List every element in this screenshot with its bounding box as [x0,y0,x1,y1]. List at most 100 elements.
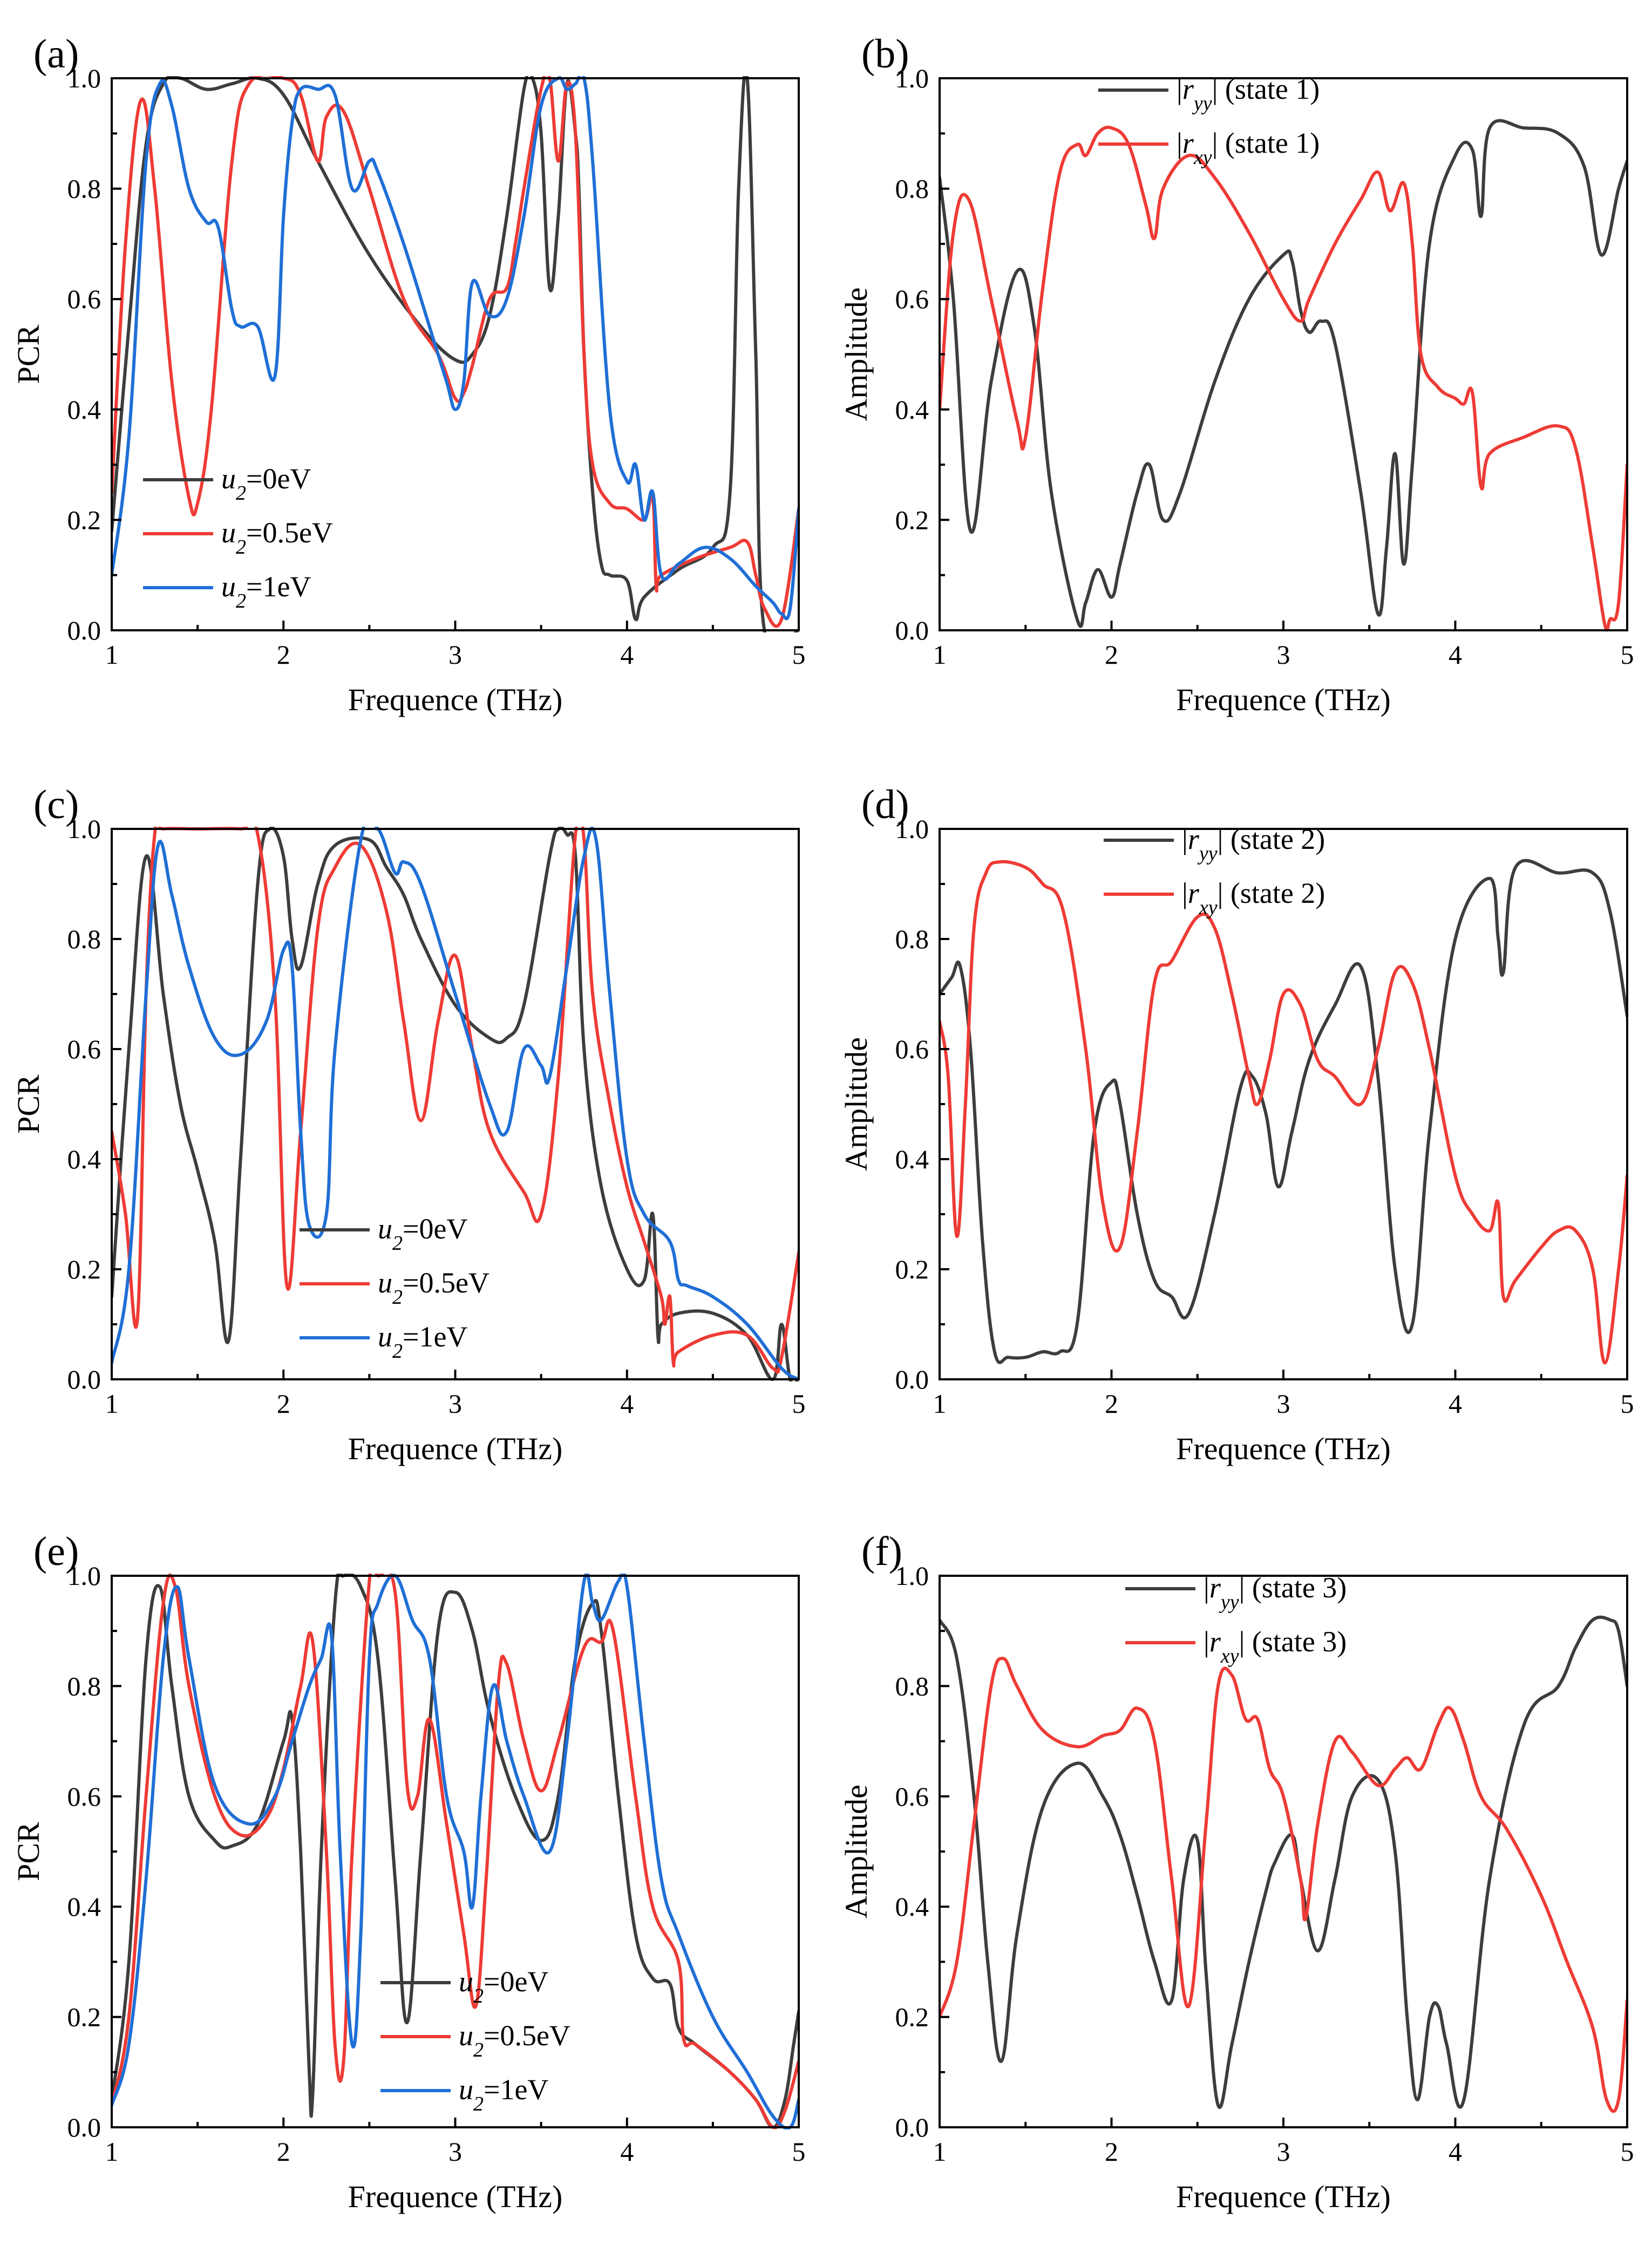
y-tick-label-c-1: 0.2 [67,1254,101,1284]
x-tick-label-d-0: 1 [933,1389,947,1419]
legend-f: |ryy| (state 3) |rxy| (state 3) [1125,1571,1347,1668]
series-line-d-1 [940,860,1627,1365]
x-tick-label-e-2: 3 [448,2136,462,2167]
y-axis-title-e: PCR [11,1822,46,1881]
legend-label-c-1: u2=0.5eV [378,1267,490,1309]
plot-frame-f [939,1575,1628,2128]
panel-label-a: (a) [33,31,79,77]
y-tick-label-a-3: 0.6 [67,284,101,314]
x-tick-label-b-4: 5 [1621,639,1634,670]
x-tick-label-f-1: 2 [1105,2136,1118,2167]
panel-c: 1 2 3 4 5 0.0 0.2 0.4 0.6 0.8 1.0 Frequence (THz) PC… [11,782,806,1466]
x-tick-label-c-1: 2 [277,1389,290,1419]
x-tick-label-a-4: 5 [792,639,806,670]
x-tick-label-c-3: 4 [620,1389,634,1419]
plot-frame-d [939,828,1628,1380]
x-tick-label-a-0: 1 [105,639,119,670]
x-axis-title-a: Frequence (THz) [348,682,563,717]
y-axis-title-a: PCR [11,324,46,384]
y-axis-title-d: Amplitude [839,1037,874,1171]
x-axis-title-c: Frequence (THz) [348,1431,563,1466]
y-tick-label-f-4: 0.8 [895,1671,929,1701]
legend-label-e-2: u2=1eV [459,2073,548,2115]
legend-label-a-1: u2=0.5eV [221,516,333,559]
x-tick-label-f-2: 3 [1277,2136,1290,2167]
y-tick-label-e-1: 0.2 [67,2002,101,2032]
y-tick-label-c-4: 0.8 [67,924,101,954]
legend-label-b-0: |ryy| (state 1) [1177,73,1320,115]
x-tick-label-e-3: 4 [620,2136,634,2167]
x-tick-label-d-4: 5 [1621,1389,1634,1419]
y-tick-label-b-3: 0.6 [895,284,929,314]
series-line-e-1 [112,1574,799,2129]
panel-e: 1 2 3 4 5 0.0 0.2 0.4 0.6 0.8 1.0 Frequence (THz) PC… [11,1529,806,2214]
y-tick-label-a-0: 0.0 [67,615,101,645]
legend-label-f-1: |rxy| (state 3) [1204,1625,1347,1668]
y-tick-label-c-2: 0.4 [67,1144,101,1174]
series-line-e-2 [112,1574,799,2129]
y-tick-label-e-3: 0.6 [67,1781,101,1812]
legend-label-a-0: u2=0eV [221,462,311,505]
legend-label-d-0: |ryy| (state 2) [1182,823,1325,865]
x-tick-label-b-0: 1 [933,639,947,670]
y-tick-label-f-1: 0.2 [895,2002,929,2032]
y-tick-label-a-1: 0.2 [67,505,101,535]
legend-label-a-2: u2=1eV [221,570,311,612]
x-tick-label-d-1: 2 [1105,1389,1118,1419]
plot-frame-b [939,77,1628,631]
panel-b: 1 2 3 4 5 0.0 0.2 0.4 0.6 0.8 1.0 Frequence (THz) Am… [839,31,1634,717]
y-tick-label-a-4: 0.8 [67,174,101,204]
y-tick-label-f-2: 0.4 [895,1891,929,1922]
series-line-f-1 [940,1657,1627,2113]
y-axis-title-c: PCR [11,1074,46,1134]
x-tick-label-a-2: 3 [448,639,462,670]
y-tick-label-d-2: 0.4 [895,1144,929,1174]
x-tick-label-b-2: 3 [1277,639,1290,670]
x-tick-label-c-2: 3 [448,1389,462,1419]
y-tick-label-b-2: 0.4 [895,394,929,425]
legend-d: |ryy| (state 2) |rxy| (state 2) [1104,823,1325,919]
y-tick-label-d-5: 1.0 [895,814,929,844]
x-axis-title-e: Frequence (THz) [348,2179,563,2214]
y-tick-label-c-5: 1.0 [67,814,101,844]
x-axis-title-d: Frequence (THz) [1176,1431,1391,1466]
x-tick-label-a-3: 4 [620,639,634,670]
series-group-b [940,119,1627,632]
y-tick-label-f-5: 1.0 [895,1561,929,1591]
series-line-e-0 [112,1574,799,2129]
x-tick-label-c-4: 5 [792,1389,806,1419]
x-tick-label-c-0: 1 [105,1389,119,1419]
legend-label-b-1: |rxy| (state 1) [1177,127,1320,169]
y-tick-label-e-4: 0.8 [67,1671,101,1701]
panel-label-e: (e) [33,1529,79,1574]
legend-label-e-0: u2=0eV [459,1965,548,2007]
y-tick-label-a-2: 0.4 [67,394,101,425]
panel-label-f: (f) [861,1529,902,1574]
series-line-c-2 [112,827,799,1381]
series-line-a-2 [112,76,799,621]
x-tick-label-f-4: 5 [1621,2136,1634,2167]
series-line-c-0 [112,827,799,1381]
legend-label-c-2: u2=1eV [378,1321,467,1363]
y-axis-title-f: Amplitude [839,1785,874,1918]
x-tick-label-a-1: 2 [277,639,290,670]
x-tick-label-e-1: 2 [277,2136,290,2167]
x-tick-label-f-3: 4 [1449,2136,1462,2167]
y-tick-label-e-5: 1.0 [67,1561,101,1591]
y-tick-label-b-0: 0.0 [895,615,929,645]
y-tick-label-e-0: 0.0 [67,2112,101,2142]
series-line-b-0 [940,119,1627,628]
y-tick-label-d-0: 0.0 [895,1364,929,1394]
y-tick-label-e-2: 0.4 [67,1891,101,1922]
legend-e: u2=0eV u2=0.5eV u2=1eV [380,1965,570,2115]
x-tick-label-d-2: 3 [1277,1389,1290,1419]
y-tick-label-b-4: 0.8 [895,174,929,204]
series-group-d [940,859,1627,1365]
x-axis-title-f: Frequence (THz) [1176,2179,1391,2214]
series-line-d-0 [940,859,1627,1364]
y-tick-label-d-1: 0.2 [895,1254,929,1284]
panel-label-d: (d) [861,782,909,827]
y-tick-label-b-1: 0.2 [895,505,929,535]
series-line-a-1 [112,76,799,628]
